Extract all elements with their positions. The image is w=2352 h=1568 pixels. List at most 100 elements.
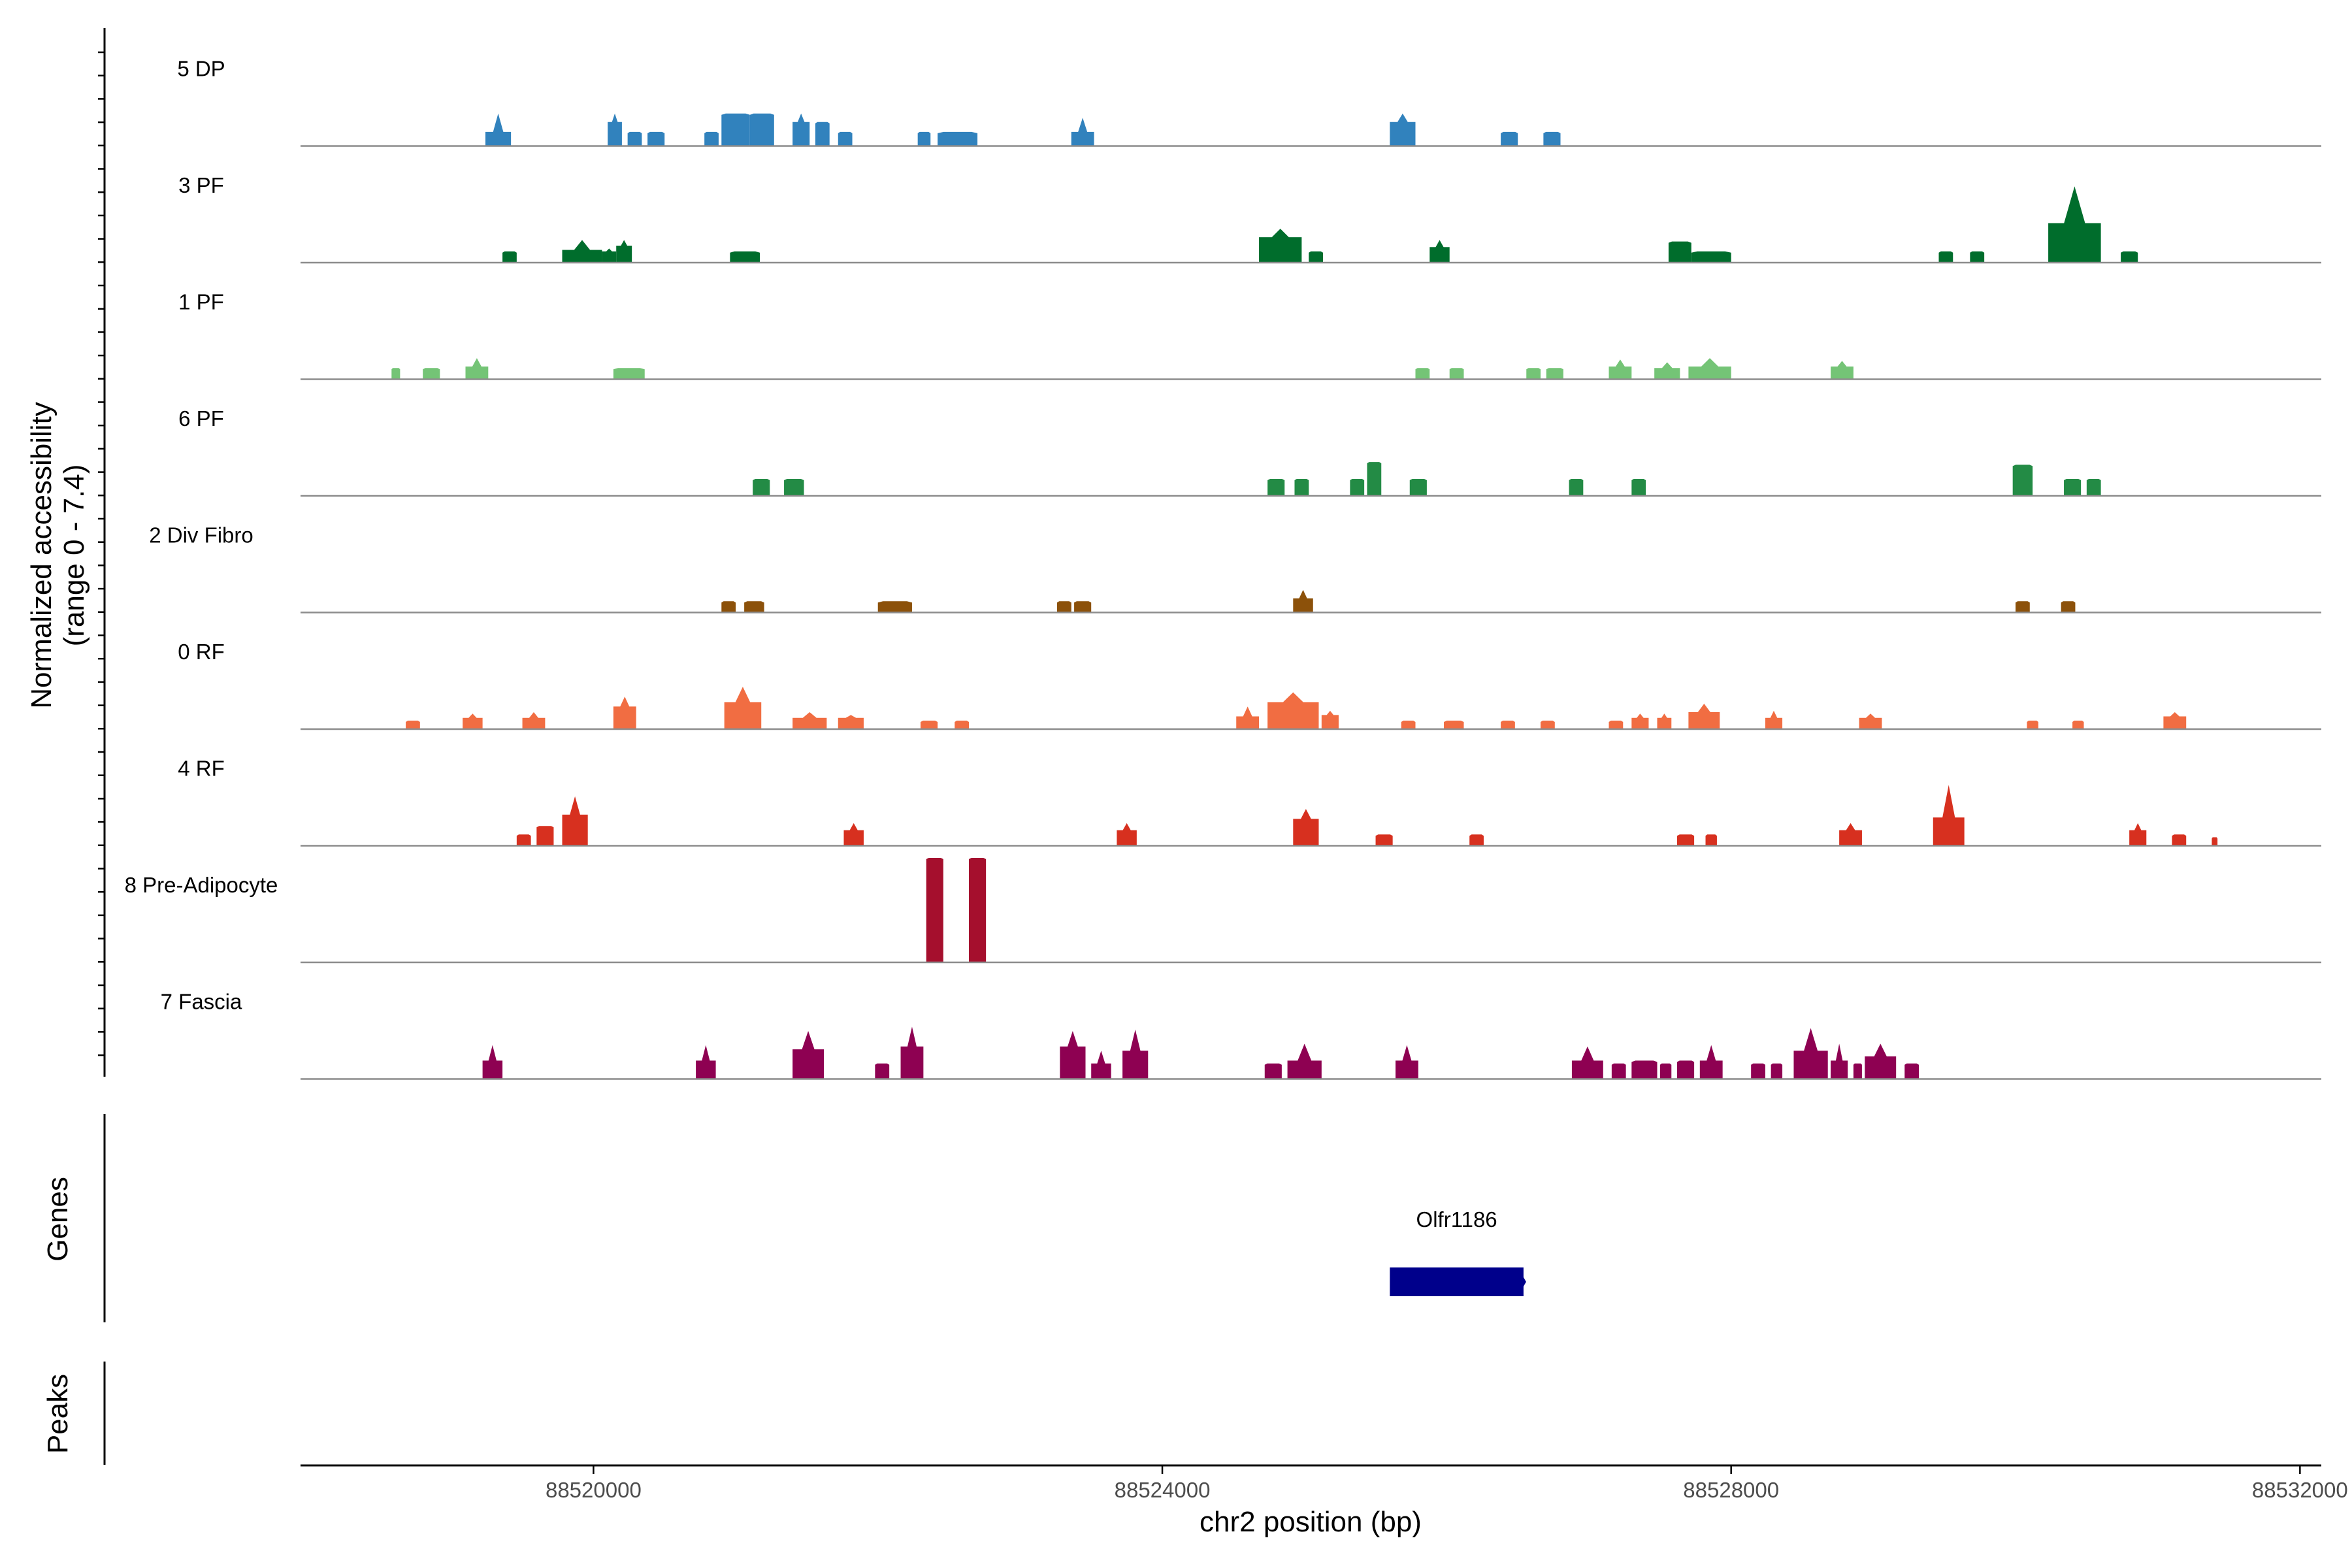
coverage-peak — [1444, 721, 1464, 729]
coverage-peak — [1751, 1063, 1765, 1079]
coverage-peak — [1071, 118, 1094, 146]
coverage-peak — [463, 713, 483, 729]
track-3: 1 PF — [178, 289, 2321, 380]
track-label: 4 RF — [178, 756, 225, 780]
y-axis-ticks — [98, 51, 105, 1056]
coverage-peak — [1654, 362, 1680, 380]
coverage-peak — [1569, 479, 1584, 496]
coverage-peak — [613, 696, 636, 729]
coverage-peak — [1294, 479, 1309, 496]
coverage-peak — [1264, 1063, 1282, 1079]
coverage-peak — [1933, 785, 1965, 846]
coverage-peak — [815, 122, 830, 146]
coverage-peak — [1865, 1043, 1897, 1079]
coverage-peak — [1839, 823, 1862, 846]
coverage-peak — [1668, 241, 1691, 263]
coverage-peak — [1691, 251, 1731, 263]
track-label: 2 Div Fibro — [149, 523, 253, 547]
coverage-peak — [536, 826, 554, 846]
track-2: 3 PF — [178, 173, 2321, 264]
coverage-peak — [838, 131, 853, 146]
track-label: 3 PF — [178, 173, 224, 197]
coverage-peak — [955, 721, 970, 729]
coverage-peak — [1501, 721, 1515, 729]
coverage-peak — [647, 131, 665, 146]
coverage-peak — [1321, 710, 1339, 729]
coverage-peak — [784, 479, 804, 496]
y-axis-title-line1: Normalized accessibility — [25, 402, 57, 708]
coverage-peak — [1409, 479, 1427, 496]
coverage-peak — [616, 240, 632, 263]
coverage-peak — [2121, 251, 2138, 263]
coverage-peak — [721, 601, 736, 613]
x-tick-label: 88524000 — [1115, 1478, 1211, 1502]
coverage-peak — [1401, 721, 1416, 729]
track-label: 7 Fascia — [161, 989, 242, 1013]
coverage-peak — [1657, 713, 1672, 729]
coverage-peak — [562, 240, 602, 263]
track-5: 2 Div Fibro — [149, 523, 2321, 613]
coverage-peak — [753, 479, 770, 496]
coverage-peak — [522, 712, 546, 729]
coverage-peak — [1293, 589, 1313, 613]
coverage-peak — [1375, 834, 1393, 846]
coverage-peak — [744, 601, 764, 613]
coverage-peak — [1415, 368, 1430, 380]
coverage-peak — [926, 858, 943, 962]
coverage-peak — [721, 113, 750, 146]
coverage-peak — [1676, 1060, 1695, 1079]
track-9: 7 Fascia — [161, 989, 2321, 1080]
coverage-peak — [1676, 834, 1695, 846]
coverage-peak — [696, 1045, 716, 1079]
coverage-peak — [1699, 1045, 1723, 1079]
coverage-peak — [1541, 721, 1555, 729]
track-6: 0 RF — [178, 640, 2321, 730]
x-tick-label: 88532000 — [2252, 1478, 2348, 1502]
coverage-peak — [2129, 823, 2147, 846]
coverage-peak — [485, 113, 512, 146]
coverage-peak — [1688, 358, 1731, 380]
coverage-peak — [482, 1045, 503, 1079]
coverage-peak — [1267, 479, 1285, 496]
coverage-peak — [2048, 186, 2101, 263]
x-tick-label: 88520000 — [546, 1478, 642, 1502]
gene-Olfr1186: Olfr1186 — [1390, 1207, 1526, 1296]
coverage-peak — [1293, 809, 1319, 846]
coverage-peak — [1390, 113, 1416, 146]
track-7: 4 RF — [178, 756, 2321, 847]
coverage-peak — [1543, 131, 1561, 146]
track-label: 1 PF — [178, 289, 224, 314]
coverage-peak — [1267, 692, 1319, 729]
coverage-peak — [1122, 1029, 1149, 1079]
coverage-peak — [602, 248, 617, 263]
coverage-peak — [1859, 713, 1882, 729]
coverage-peak — [921, 721, 938, 729]
coverage-peak — [1631, 1060, 1658, 1079]
coverage-peak — [969, 858, 987, 962]
coverage-peak — [1659, 1063, 1672, 1079]
coverage-peak — [1688, 704, 1720, 729]
coverage-peak — [502, 251, 517, 263]
coverage-peak — [1449, 368, 1464, 380]
coverage-peak — [562, 796, 588, 846]
coverage-peak — [2212, 837, 2218, 846]
genes-panel: Olfr1186 — [1390, 1207, 1526, 1296]
coverage-peak — [1429, 240, 1450, 263]
coverage-peak — [2086, 479, 2101, 496]
coverage-peak — [516, 834, 531, 846]
gene-label: Olfr1186 — [1416, 1207, 1497, 1232]
coverage-peak — [1350, 479, 1365, 496]
coverage-peak — [613, 368, 645, 380]
track-label: 0 RF — [178, 640, 225, 664]
coverage-peak — [704, 131, 719, 146]
coverage-peak — [2016, 601, 2030, 613]
coverage-peak — [1367, 462, 1382, 496]
coverage-peak — [1091, 1051, 1111, 1079]
coverage-peak — [1236, 706, 1260, 729]
coverage-peak — [1609, 721, 1624, 729]
peaks-panel-label: Peaks — [42, 1374, 74, 1454]
coverage-peak — [938, 131, 978, 146]
coverage-peak — [1904, 1063, 1919, 1079]
